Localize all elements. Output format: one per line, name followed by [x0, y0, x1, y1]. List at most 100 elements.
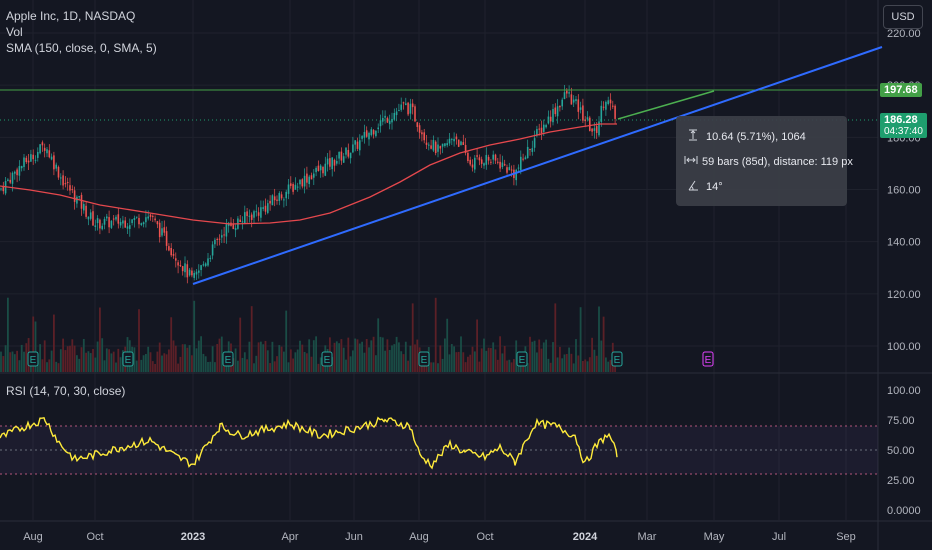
candle-body: [232, 224, 235, 230]
candle-body: [370, 129, 373, 136]
volume-bar: [225, 361, 228, 372]
volume-bar: [501, 353, 504, 372]
earnings-letter: E: [125, 355, 132, 366]
candle-body: [363, 132, 366, 138]
candle-body: [462, 142, 465, 146]
candle-body: [209, 257, 212, 259]
candle-body: [391, 118, 393, 123]
candle-body: [112, 218, 115, 220]
volume-bar: [271, 341, 274, 372]
candle-body: [101, 225, 103, 230]
candle-body: [480, 159, 483, 164]
volume-bar: [607, 361, 610, 372]
rsi-legend[interactable]: RSI (14, 70, 30, close): [6, 384, 126, 398]
candle-body: [614, 105, 616, 119]
candle-body: [531, 148, 534, 152]
volume-bar: [572, 363, 575, 372]
volume-bar: [214, 362, 216, 372]
candle-body: [175, 258, 177, 261]
volume-bar: [23, 351, 25, 372]
candle-body: [119, 221, 122, 226]
volume-bar: [379, 336, 382, 372]
candle-body: [73, 190, 76, 202]
volume-bar: [110, 353, 113, 372]
candle-body: [0, 188, 2, 190]
volume-bar: [365, 338, 368, 372]
volume-bar: [538, 339, 541, 372]
volume-bar: [269, 363, 271, 372]
time-tick-label: 2024: [573, 531, 598, 543]
earnings-badge: [122, 351, 134, 367]
rsi-tick-label: 75.00: [887, 415, 915, 427]
candle-body: [460, 141, 462, 146]
rsi-line: [0, 416, 618, 470]
volume-bar: [430, 362, 432, 372]
volume-bar: [506, 360, 508, 372]
symbol-legend[interactable]: Apple Inc, 1D, NASDAQ: [6, 9, 136, 23]
candle-body: [218, 238, 221, 240]
candle-body: [395, 111, 398, 116]
candle-body: [78, 196, 80, 198]
candle-body: [554, 107, 557, 115]
candle-body: [244, 212, 246, 224]
candle-body: [241, 221, 244, 223]
candle-body: [294, 184, 297, 190]
current-price-value: 186.28: [884, 114, 918, 126]
volume-bar: [411, 303, 414, 372]
volume-bar: [319, 357, 322, 372]
candle-body: [526, 146, 529, 159]
currency-button[interactable]: USD: [883, 5, 923, 29]
sma-legend[interactable]: SMA (150, close, 0, SMA, 5): [6, 41, 157, 55]
volume-bar: [595, 355, 598, 372]
time-tick-label: Apr: [281, 531, 298, 543]
candle-body: [584, 119, 586, 122]
candle-body: [142, 222, 145, 225]
candle-body: [285, 191, 287, 199]
candle-body: [156, 221, 159, 225]
volume-bar: [200, 336, 202, 372]
volume-bar: [540, 348, 543, 372]
volume-bar: [4, 345, 7, 372]
candle-body: [517, 167, 520, 169]
earnings-badge: [702, 351, 714, 367]
candle-body: [561, 99, 563, 107]
volume-bar: [89, 353, 92, 372]
volume-bar: [195, 348, 198, 372]
volume-bar: [582, 360, 584, 372]
candle-body: [138, 217, 140, 225]
volume-bar: [434, 297, 437, 372]
candle-body: [524, 157, 527, 160]
volume-bar: [36, 360, 39, 372]
candle-body: [556, 106, 559, 117]
candle-body: [538, 128, 540, 130]
candle-body: [62, 175, 64, 186]
volume-bar: [381, 337, 384, 372]
volume-bar: [103, 360, 106, 372]
volume-bar: [285, 310, 288, 372]
candle-body: [262, 207, 264, 209]
volume-bar: [570, 353, 573, 372]
candle-body: [506, 167, 508, 173]
volume-legend[interactable]: Vol: [6, 25, 23, 39]
candle-body: [283, 199, 285, 201]
volume-bar: [101, 338, 104, 372]
candle-body: [211, 244, 214, 256]
candle-body: [319, 165, 322, 171]
volume-bar: [584, 359, 587, 372]
volume-bar: [407, 360, 409, 372]
earnings-badge: [516, 351, 528, 367]
volume-bar: [345, 359, 347, 372]
candle-body: [322, 167, 324, 174]
candle-body: [135, 216, 138, 218]
volume-bar: [243, 352, 246, 372]
volume-bar: [133, 347, 136, 372]
candle-body: [76, 196, 78, 204]
volume-bar: [384, 350, 386, 372]
volume-bar: [82, 338, 85, 372]
volume-bar: [485, 350, 488, 372]
volume-bar: [388, 350, 391, 372]
candle-body: [536, 129, 538, 136]
volume-bar: [64, 350, 67, 372]
